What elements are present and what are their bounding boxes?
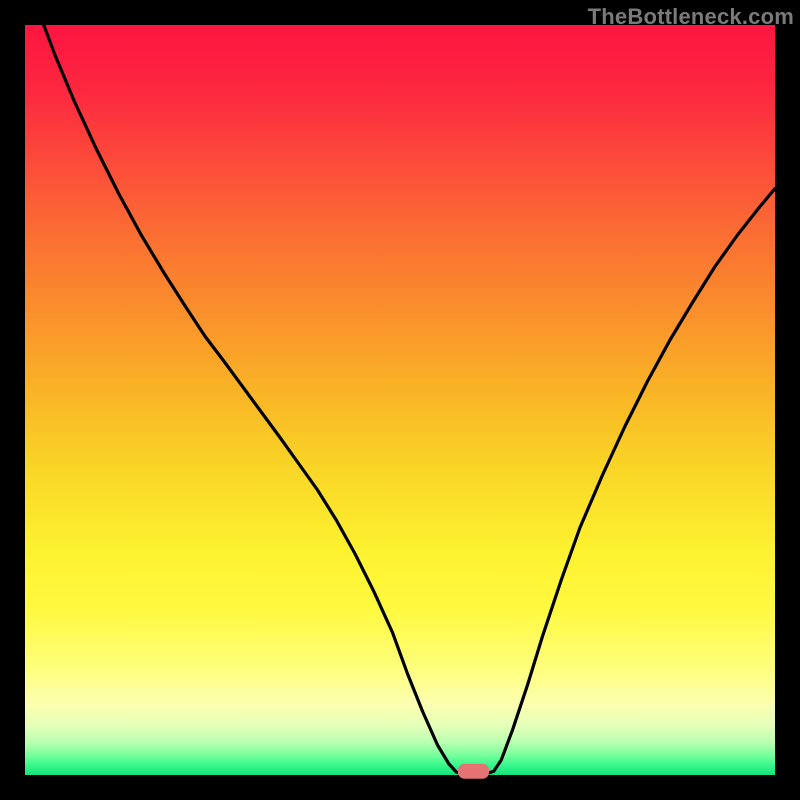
- chart-svg: [0, 0, 800, 800]
- bottleneck-chart: TheBottleneck.com: [0, 0, 800, 800]
- plot-background: [25, 25, 775, 775]
- optimum-marker: [458, 764, 490, 779]
